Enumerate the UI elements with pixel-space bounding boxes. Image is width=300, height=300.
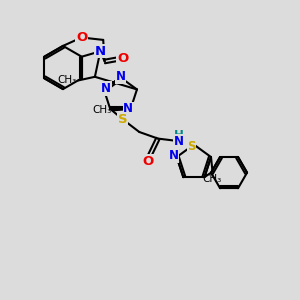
Text: N: N: [95, 45, 106, 58]
Text: S: S: [118, 113, 128, 126]
Text: N: N: [116, 70, 125, 83]
Text: N: N: [101, 82, 111, 95]
Text: O: O: [117, 52, 128, 65]
Text: S: S: [187, 140, 196, 154]
Text: N: N: [123, 102, 133, 116]
Text: O: O: [143, 155, 154, 168]
Text: N: N: [174, 135, 184, 148]
Text: CH₃: CH₃: [92, 105, 111, 116]
Text: O: O: [76, 31, 87, 44]
Text: H: H: [174, 129, 184, 142]
Text: CH₃: CH₃: [203, 174, 222, 184]
Text: CH₃: CH₃: [58, 75, 77, 85]
Text: N: N: [169, 149, 179, 162]
